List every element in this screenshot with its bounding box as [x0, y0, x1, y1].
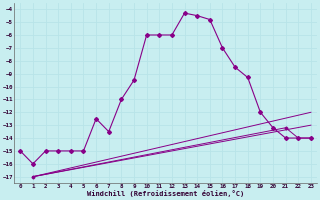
X-axis label: Windchill (Refroidissement éolien,°C): Windchill (Refroidissement éolien,°C) [87, 190, 244, 197]
